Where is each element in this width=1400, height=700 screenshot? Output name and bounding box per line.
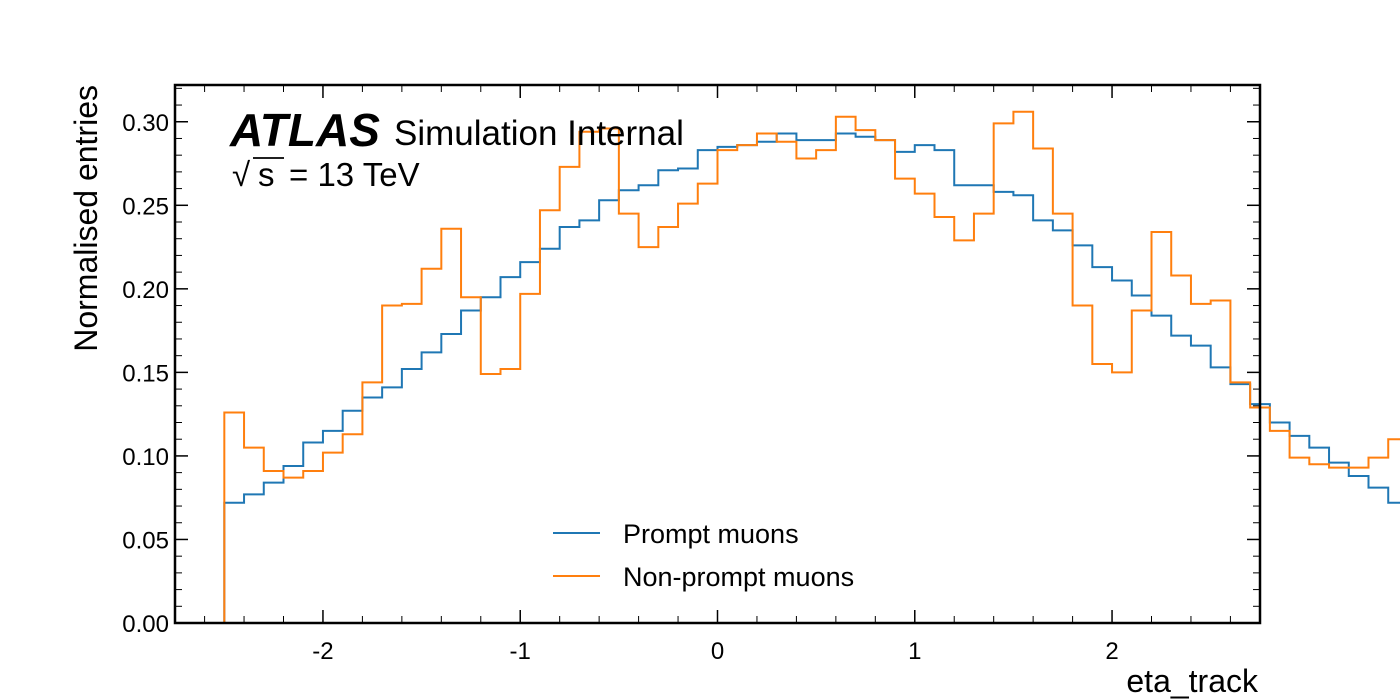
sqrt-symbol: √ <box>232 156 251 193</box>
sqrt-argument: s <box>258 156 275 193</box>
x-tick-label: 0 <box>711 638 724 665</box>
x-tick-label: -2 <box>312 638 333 665</box>
simulation-internal-label: Simulation Internal <box>394 114 684 153</box>
y-tick-label: 0.25 <box>122 193 169 220</box>
atlas-label: ATLAS <box>229 104 380 156</box>
series-nonprompt <box>223 110 1400 623</box>
y-tick-label: 0.20 <box>122 277 169 304</box>
legend-label-nonprompt: Non-prompt muons <box>623 562 854 592</box>
major-ticks <box>175 85 1260 624</box>
y-tick-label: 0.15 <box>122 360 169 387</box>
y-tick-label: 0.05 <box>122 527 169 554</box>
plot-frame <box>173 83 1262 625</box>
histogram-step-line <box>223 132 1400 623</box>
x-axis-title: eta_track <box>1126 663 1259 699</box>
x-tick-label: 1 <box>908 638 921 665</box>
y-tick-label: 0.10 <box>122 444 169 471</box>
x-tick-label: -1 <box>510 638 531 665</box>
series-layer <box>223 110 1400 623</box>
y-tick-label: 0.00 <box>122 611 169 638</box>
series-prompt <box>223 132 1400 623</box>
energy-label: = 13 TeV <box>289 156 420 193</box>
histogram-step-line <box>223 110 1400 623</box>
y-axis-title: Normalised entries <box>68 85 104 352</box>
x-tick-label: 2 <box>1105 638 1118 665</box>
tick-labels: -2 -1 0 1 2 0.00 0.05 0.10 0.15 0.20 0.25 0.30 <box>122 110 1118 665</box>
legend-label-prompt: Prompt muons <box>623 519 799 549</box>
legend: Prompt muons Non-prompt muons <box>553 519 854 592</box>
y-tick-label: 0.30 <box>122 110 169 137</box>
